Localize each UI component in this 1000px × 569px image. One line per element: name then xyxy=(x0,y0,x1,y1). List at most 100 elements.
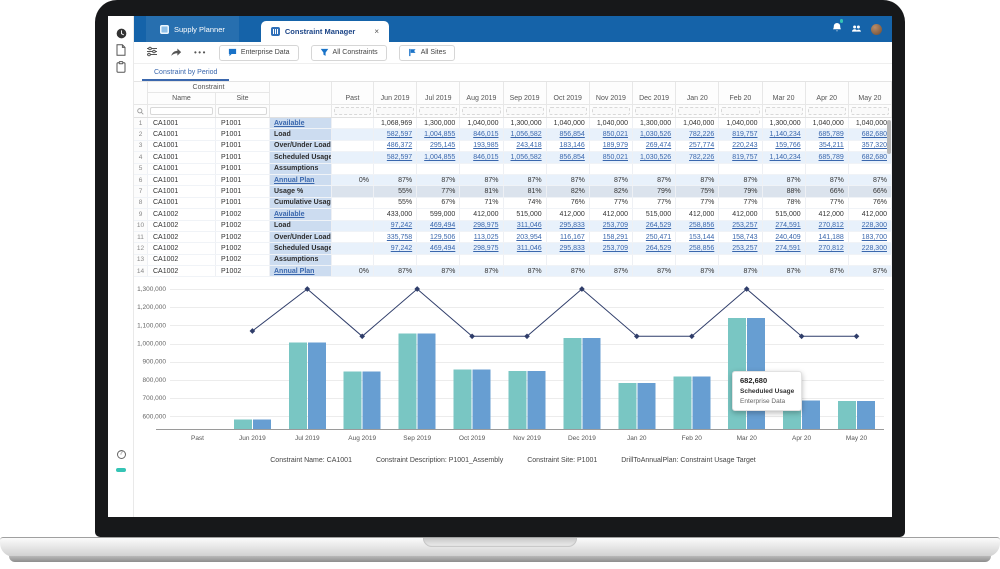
cell-metric-link[interactable]: Annual Plan xyxy=(270,174,332,186)
period-filter-input[interactable] xyxy=(764,107,803,115)
cell-value-link[interactable]: 682,680 xyxy=(848,152,892,163)
all-constraints-button[interactable]: All Constraints xyxy=(310,44,387,61)
tab-constraint-manager[interactable]: Constraint Manager × xyxy=(260,21,389,42)
col-header-period[interactable]: Jun 2019 xyxy=(374,93,418,105)
col-header-period[interactable]: Feb 20 xyxy=(719,93,763,105)
cell-value-link[interactable]: 354,211 xyxy=(806,140,849,152)
cell-value-link[interactable]: 189,979 xyxy=(590,140,633,152)
col-header-period[interactable]: May 20 xyxy=(848,93,892,105)
cell-value-link[interactable]: 682,680 xyxy=(848,129,892,140)
cell-value-link[interactable]: 469,494 xyxy=(417,243,461,254)
cell-value-link[interactable]: 850,021 xyxy=(589,129,633,140)
name-filter-input[interactable] xyxy=(150,107,213,115)
tab-constraint-by-period[interactable]: Constraint by Period xyxy=(142,69,230,81)
cell-value-link[interactable]: 183,146 xyxy=(547,140,590,152)
col-header-period[interactable]: Mar 20 xyxy=(762,93,806,105)
period-filter-input[interactable] xyxy=(807,107,846,115)
all-sites-button[interactable]: All Sites xyxy=(398,44,455,61)
cell-value-link[interactable]: 782,226 xyxy=(676,152,720,163)
cell-value-link[interactable]: 1,056,582 xyxy=(503,152,547,163)
cell-value-link[interactable]: 228,300 xyxy=(848,243,892,254)
cell-value-link[interactable]: 253,709 xyxy=(589,243,633,254)
cell-value-link[interactable]: 158,743 xyxy=(719,231,763,243)
cell-value-link[interactable]: 183,700 xyxy=(849,231,892,243)
cell-value-link[interactable]: 311,046 xyxy=(503,220,547,231)
period-filter-input[interactable] xyxy=(419,107,458,115)
cell-value-link[interactable]: 298,975 xyxy=(460,243,504,254)
col-header-period[interactable]: Dec 2019 xyxy=(633,93,677,105)
cell-value-link[interactable]: 253,257 xyxy=(719,220,763,231)
cell-value-link[interactable]: 819,757 xyxy=(719,129,763,140)
col-header-name[interactable]: Name xyxy=(148,93,216,105)
clipboard-icon[interactable] xyxy=(114,60,128,74)
cell-value-link[interactable]: 582,597 xyxy=(374,152,418,163)
cell-value-link[interactable]: 1,004,855 xyxy=(417,129,461,140)
cell-value-link[interactable]: 113,025 xyxy=(460,231,504,243)
cell-value-link[interactable]: 153,144 xyxy=(676,231,720,243)
cell-value-link[interactable]: 274,591 xyxy=(762,243,806,254)
cell-value-link[interactable]: 243,418 xyxy=(504,140,547,152)
cell-value-link[interactable]: 295,145 xyxy=(417,140,461,152)
more-icon[interactable]: ••• xyxy=(194,48,207,57)
col-header-period[interactable]: Sep 2019 xyxy=(503,93,547,105)
history-clock-icon[interactable] xyxy=(114,26,128,40)
cell-value-link[interactable]: 856,854 xyxy=(546,129,590,140)
cell-value-link[interactable]: 1,004,855 xyxy=(417,152,461,163)
period-filter-input[interactable] xyxy=(850,107,889,115)
cell-value-link[interactable]: 270,812 xyxy=(805,243,849,254)
cell-value-link[interactable]: 228,300 xyxy=(848,220,892,231)
cell-value-link[interactable]: 274,591 xyxy=(762,220,806,231)
cell-value-link[interactable]: 295,833 xyxy=(546,220,590,231)
cell-metric-link[interactable]: Annual Plan xyxy=(270,266,332,277)
col-header-site[interactable]: Site xyxy=(216,93,270,105)
period-filter-input[interactable] xyxy=(678,107,717,115)
team-icon[interactable] xyxy=(851,20,862,38)
period-filter-input[interactable] xyxy=(505,107,544,115)
period-filter-input[interactable] xyxy=(635,107,674,115)
cell-value-link[interactable]: 240,409 xyxy=(763,231,806,243)
cell-value-link[interactable]: 1,140,234 xyxy=(762,129,806,140)
chat-icon[interactable] xyxy=(114,463,128,477)
cell-value-link[interactable]: 685,789 xyxy=(805,129,849,140)
tab-supply-planner[interactable]: Supply Planner xyxy=(146,16,239,42)
share-icon[interactable] xyxy=(170,44,182,62)
cell-value-link[interactable]: 311,046 xyxy=(503,243,547,254)
cell-value-link[interactable]: 141,188 xyxy=(806,231,849,243)
cell-value-link[interactable]: 335,758 xyxy=(374,231,418,243)
period-filter-input[interactable] xyxy=(548,107,587,115)
cell-value-link[interactable]: 158,291 xyxy=(590,231,633,243)
cell-value-link[interactable]: 116,167 xyxy=(547,231,590,243)
cell-value-link[interactable]: 1,056,582 xyxy=(503,129,547,140)
cell-value-link[interactable]: 253,709 xyxy=(589,220,633,231)
cell-value-link[interactable]: 782,226 xyxy=(676,129,720,140)
period-filter-input[interactable] xyxy=(721,107,760,115)
cell-value-link[interactable]: 1,030,526 xyxy=(633,129,677,140)
cell-value-link[interactable]: 850,021 xyxy=(589,152,633,163)
cell-value-link[interactable]: 250,471 xyxy=(633,231,677,243)
search-icon[interactable] xyxy=(134,105,148,117)
cell-value-link[interactable]: 819,757 xyxy=(719,152,763,163)
period-filter-input[interactable] xyxy=(591,107,630,115)
col-header-period[interactable]: Past xyxy=(332,93,374,105)
cell-value-link[interactable]: 97,242 xyxy=(374,220,418,231)
cell-value-link[interactable]: 295,833 xyxy=(546,243,590,254)
cell-value-link[interactable]: 220,243 xyxy=(719,140,763,152)
vertical-scrollbar[interactable] xyxy=(887,120,891,154)
close-icon[interactable]: × xyxy=(374,27,379,36)
enterprise-data-button[interactable]: Enterprise Data xyxy=(218,44,299,61)
cell-value-link[interactable]: 129,506 xyxy=(417,231,461,243)
cell-value-link[interactable]: 269,474 xyxy=(633,140,677,152)
col-header-period[interactable]: Nov 2019 xyxy=(589,93,633,105)
cell-value-link[interactable]: 298,975 xyxy=(460,220,504,231)
cell-value-link[interactable]: 264,529 xyxy=(633,220,677,231)
cell-value-link[interactable]: 253,257 xyxy=(719,243,763,254)
col-header-period[interactable]: Jan 20 xyxy=(676,93,720,105)
period-filter-input[interactable] xyxy=(462,107,501,115)
document-icon[interactable] xyxy=(114,43,128,57)
cell-value-link[interactable]: 469,494 xyxy=(417,220,461,231)
period-filter-input[interactable] xyxy=(376,107,415,115)
cell-value-link[interactable]: 486,372 xyxy=(374,140,418,152)
period-filter-input[interactable] xyxy=(334,107,371,115)
cell-metric-link[interactable]: Available xyxy=(270,209,332,220)
cell-value-link[interactable]: 258,856 xyxy=(676,243,720,254)
